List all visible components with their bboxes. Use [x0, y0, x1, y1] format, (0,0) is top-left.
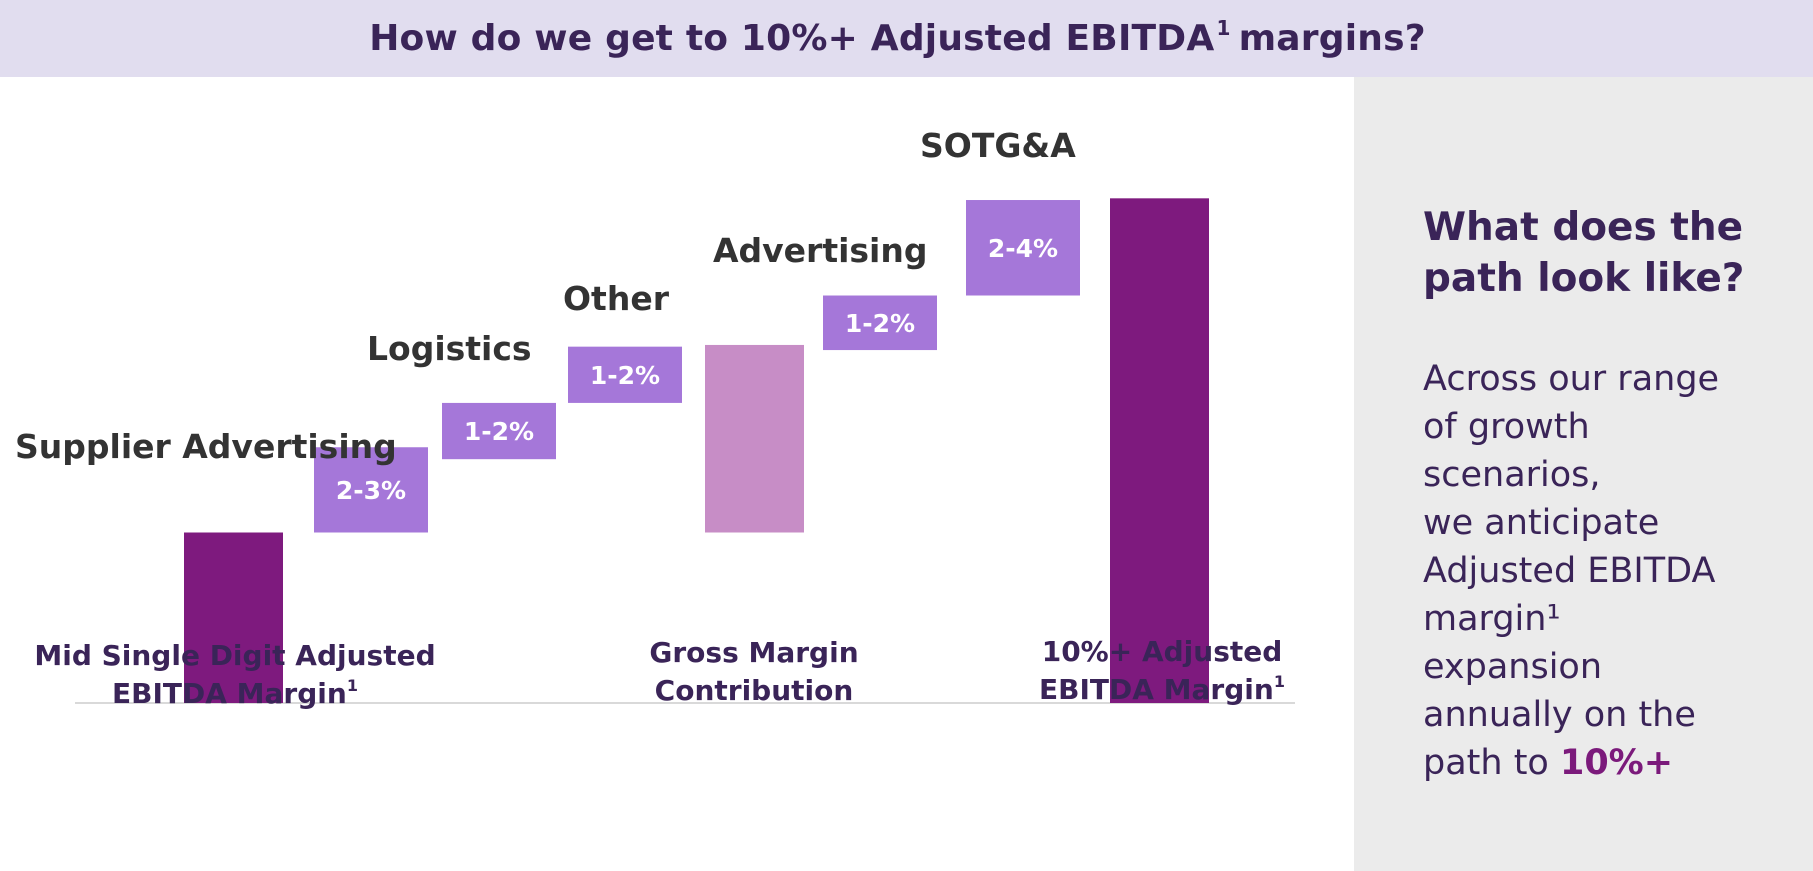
sidebar-panel: What does the path look like? Across our…	[1354, 77, 1813, 871]
bar-value-label: 1-2%	[845, 309, 915, 338]
title-footnote-mark: 1	[1216, 16, 1231, 40]
waterfall-total-bar	[184, 532, 283, 703]
sidebar-body-line: annually on the	[1423, 695, 1696, 735]
bar-value-label: 2-3%	[336, 476, 406, 505]
sidebar-body: Across our range of growth scenarios, we an…	[1423, 355, 1803, 787]
waterfall-increment-bar	[823, 295, 937, 351]
footnote-mark: 1	[1274, 672, 1285, 691]
sidebar-body-line: Across our range	[1423, 359, 1720, 399]
step-label: SOTG&A	[920, 126, 1076, 165]
sidebar-body-last-line: path to 10%+	[1423, 743, 1674, 783]
step-label: Advertising	[713, 231, 927, 270]
sidebar-body-line: of growth	[1423, 407, 1590, 447]
waterfall-increment-bar	[442, 402, 556, 460]
category-label: Gross Margin	[649, 636, 858, 669]
step-label: Supplier Advertising	[15, 427, 397, 466]
waterfall-subtotal-bar	[705, 344, 804, 533]
waterfall-total-bar	[1110, 198, 1209, 703]
category-label: Mid Single Digit Adjusted	[34, 639, 435, 672]
sidebar-body-line: Adjusted EBITDA	[1423, 551, 1716, 591]
bar-value-label: 2-4%	[988, 234, 1058, 263]
page-title: How do we get to 10%+ Adjusted EBITDA 1 ma…	[369, 16, 1426, 59]
waterfall-increment-bar	[568, 346, 682, 403]
bar-value-label: 1-2%	[464, 417, 534, 446]
waterfall-increment-bar	[314, 447, 428, 533]
target-highlight: 10%+	[1559, 743, 1674, 783]
category-label: Contribution	[655, 674, 854, 707]
step-label: Logistics	[367, 329, 532, 368]
step-label: Other	[563, 279, 670, 318]
waterfall-chart-svg: Mid Single Digit Adjusted EBITDA Margin1 2…	[15, 126, 1295, 710]
waterfall-increment-bar	[966, 200, 1080, 296]
sidebar-body-line: we anticipate	[1423, 503, 1660, 543]
bar-value-label: 1-2%	[590, 361, 660, 390]
footnote-mark: 1	[347, 676, 358, 695]
category-label: 10%+ Adjusted	[1042, 635, 1283, 668]
waterfall-chart: Mid Single Digit Adjusted EBITDA Margin1 2…	[0, 77, 1354, 871]
sidebar-body-line: margin¹	[1423, 599, 1561, 639]
sidebar-body-lines: Across our range of growth scenarios, we an…	[1423, 355, 1803, 739]
sidebar-heading: What does the path look like?	[1423, 205, 1745, 301]
sidebar-body-line: expansion	[1423, 647, 1603, 687]
sidebar-body-line: scenarios,	[1423, 455, 1601, 495]
header-banner: How do we get to 10%+ Adjusted EBITDA 1 ma…	[0, 0, 1813, 77]
category-label: EBITDA Margin1	[112, 676, 358, 710]
category-label: EBITDA Margin1	[1039, 672, 1285, 706]
